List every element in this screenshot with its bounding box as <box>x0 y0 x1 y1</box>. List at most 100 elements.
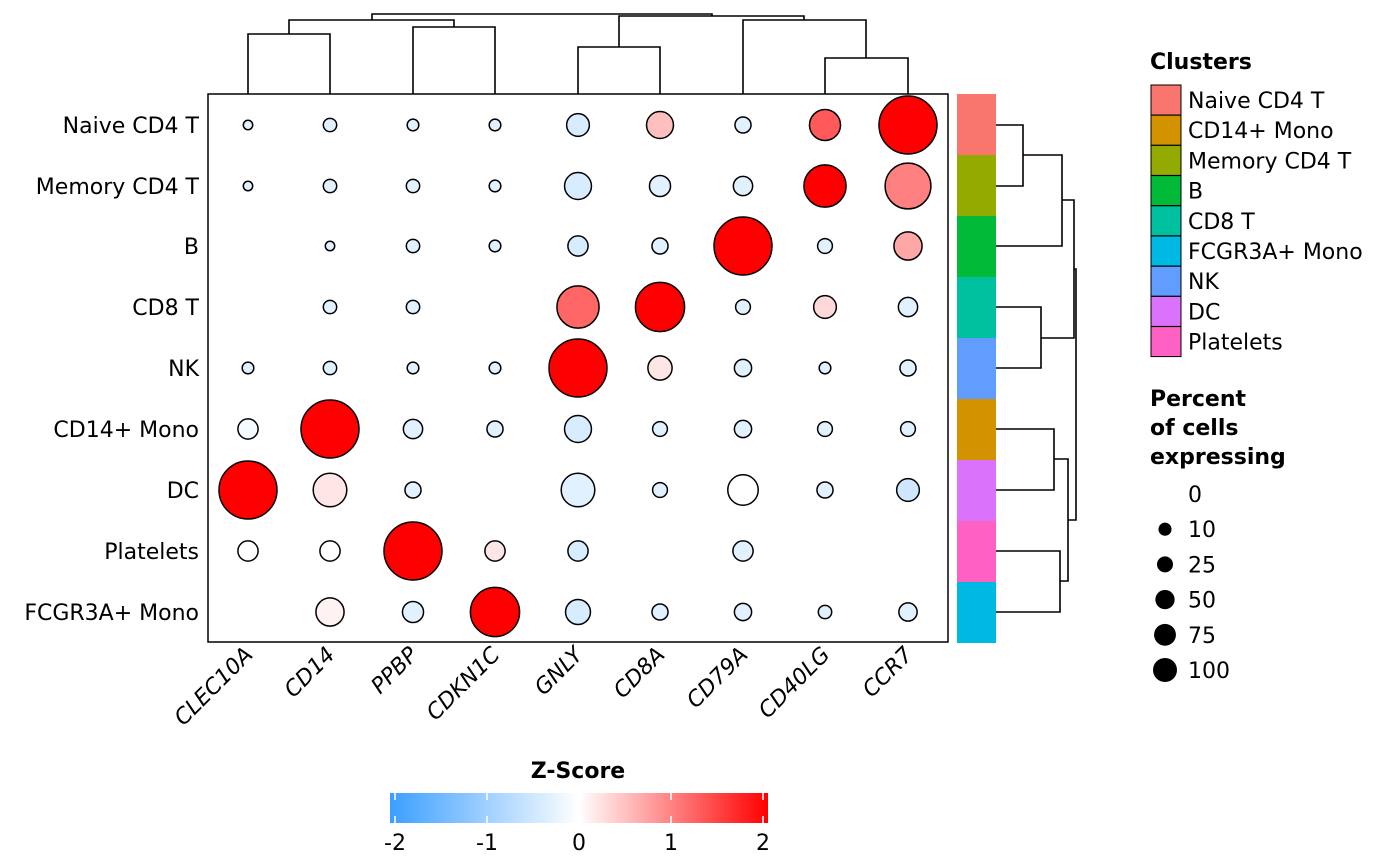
cluster-legend-swatch <box>1150 205 1182 237</box>
dot-platelets-clec10a <box>237 540 259 562</box>
dot-platelets-gnly <box>567 540 589 562</box>
dot-dc-ccr7 <box>895 477 921 503</box>
cluster-legend-swatch <box>1150 144 1182 176</box>
dot-cd14-mono-cd79a <box>733 419 753 439</box>
dot-b-cdkn1c <box>488 239 502 253</box>
colorbar-tick-label: 1 <box>664 831 678 856</box>
dot-nk-cd8a <box>647 355 673 381</box>
size-legend-dot <box>1155 589 1175 610</box>
dot-cd14-mono-clec10a <box>237 418 259 440</box>
dot-naive-cd4-t-cd8a <box>645 110 675 140</box>
dot-cd14-mono-ccr7 <box>899 420 917 438</box>
dot-b-ppbp <box>405 238 421 254</box>
dendrogram-branch <box>412 26 496 94</box>
cluster-legend-label: Platelets <box>1188 331 1283 356</box>
cluster-color-cell <box>957 155 996 216</box>
column-label: CD79A <box>682 643 753 714</box>
cluster-legend-swatch <box>1150 114 1182 146</box>
dendrogram-branch <box>577 46 661 94</box>
dot-nk-gnly <box>548 338 608 398</box>
dendrogram-branch <box>371 13 713 20</box>
dot-nk-cd79a <box>733 358 753 378</box>
dendrogram-branch <box>996 428 1055 491</box>
dendrogram-branch <box>824 57 909 94</box>
dot-cd14-mono-cd14 <box>300 399 360 459</box>
cluster-legend-label: Memory CD4 T <box>1188 149 1352 174</box>
dot-cd8-t-gnly <box>556 285 600 329</box>
cluster-color-cell <box>957 277 996 338</box>
dot-fcgr3a-mono-gnly <box>564 598 592 626</box>
size-legend-label: 50 <box>1188 589 1216 614</box>
dendrogram-branch <box>1041 199 1075 339</box>
dot-nk-cd14 <box>322 360 338 376</box>
cluster-legend: Clusters Naive CD4 T CD14+ Mono Memory CD4 … <box>1150 50 1363 358</box>
dot-b-gnly <box>567 235 589 257</box>
row-label: DC <box>167 479 199 504</box>
dot-b-cd40lg <box>816 237 834 255</box>
dot-memory-cd4-t-cd79a <box>732 175 754 197</box>
dot-cd8-t-cd40lg <box>812 294 838 320</box>
size-legend: Percent of cells expressing 0 10 25 50 75 100 <box>1150 387 1286 684</box>
row-dendrogram <box>996 124 1077 613</box>
row-label: Memory CD4 T <box>36 175 200 200</box>
size-legend-dot <box>1158 522 1172 536</box>
dot-memory-cd4-t-cd14 <box>322 178 338 194</box>
dot-nk-clec10a <box>241 361 255 375</box>
cluster-color-cell <box>957 399 996 460</box>
dot-naive-cd4-t-clec10a <box>242 119 254 131</box>
dot-memory-cd4-t-gnly <box>563 171 593 201</box>
cluster-legend-label: Naive CD4 T <box>1188 89 1325 114</box>
dot-naive-cd4-t-ccr7 <box>878 95 938 155</box>
dendrogram-branch <box>996 124 1024 187</box>
cluster-legend-label: DC <box>1188 300 1220 325</box>
dot-platelets-cdkn1c <box>484 540 506 562</box>
dendrogram-branch <box>996 306 1042 369</box>
dot-nk-ccr7 <box>899 359 917 377</box>
dot-cd14-mono-cd8a <box>651 420 669 438</box>
dot-dc-cd8a <box>651 481 669 499</box>
dot-naive-cd4-t-gnly <box>565 112 591 138</box>
dot-memory-cd4-t-ppbp <box>405 178 421 194</box>
dot-cd8-t-ccr7 <box>897 296 919 318</box>
column-label: CCR7 <box>858 643 918 703</box>
dot-dc-ppbp <box>404 481 422 499</box>
cluster-legend-swatch <box>1150 84 1182 116</box>
size-legend-label: 25 <box>1188 553 1216 578</box>
dot-platelets-ppbp <box>383 521 443 581</box>
dot-cd14-mono-gnly <box>563 414 593 444</box>
dot-naive-cd4-t-cd79a <box>734 116 752 134</box>
dot-memory-cd4-t-clec10a <box>242 180 254 192</box>
row-label: CD8 T <box>132 296 199 321</box>
dot-dc-clec10a <box>218 460 278 520</box>
dendrogram-branch <box>1068 268 1077 521</box>
cluster-legend-swatch <box>1150 265 1182 297</box>
row-label: FCGR3A+ Mono <box>24 601 199 626</box>
cluster-legend-label: CD8 T <box>1188 210 1255 235</box>
dot-fcgr3a-mono-cd79a <box>733 602 753 622</box>
dot-naive-cd4-t-cd40lg <box>808 108 842 142</box>
row-label: CD14+ Mono <box>53 418 199 443</box>
size-legend-title: Percent <box>1150 387 1247 412</box>
dot-dc-cd14 <box>312 472 348 508</box>
dot-cd8-t-cd14 <box>322 299 338 315</box>
dot-nk-cd40lg <box>818 361 832 375</box>
dot-fcgr3a-mono-cd40lg <box>817 604 833 620</box>
dot-naive-cd4-t-cd14 <box>322 117 338 133</box>
cluster-legend-label: CD14+ Mono <box>1188 119 1334 144</box>
dot-cd14-mono-ppbp <box>402 418 424 440</box>
dot-fcgr3a-mono-cd14 <box>315 597 345 627</box>
column-label: CD14 <box>280 643 340 703</box>
dot-cd8-t-cd79a <box>734 298 752 316</box>
dot-platelets-cd14 <box>319 540 341 562</box>
cluster-color-cell <box>957 460 996 521</box>
dot-b-cd79a <box>713 216 773 276</box>
dendrogram-branch <box>996 154 1063 247</box>
zscore-colorbar: Z-Score -2 -1 0 1 2 <box>384 759 770 856</box>
size-legend-label: 10 <box>1188 518 1216 543</box>
column-label: CLEC10A <box>170 643 258 731</box>
plot-panel <box>207 93 949 643</box>
size-legend-label: 100 <box>1188 659 1230 684</box>
dot-dc-cd79a <box>727 474 759 506</box>
dot-dc-gnly <box>560 472 596 508</box>
